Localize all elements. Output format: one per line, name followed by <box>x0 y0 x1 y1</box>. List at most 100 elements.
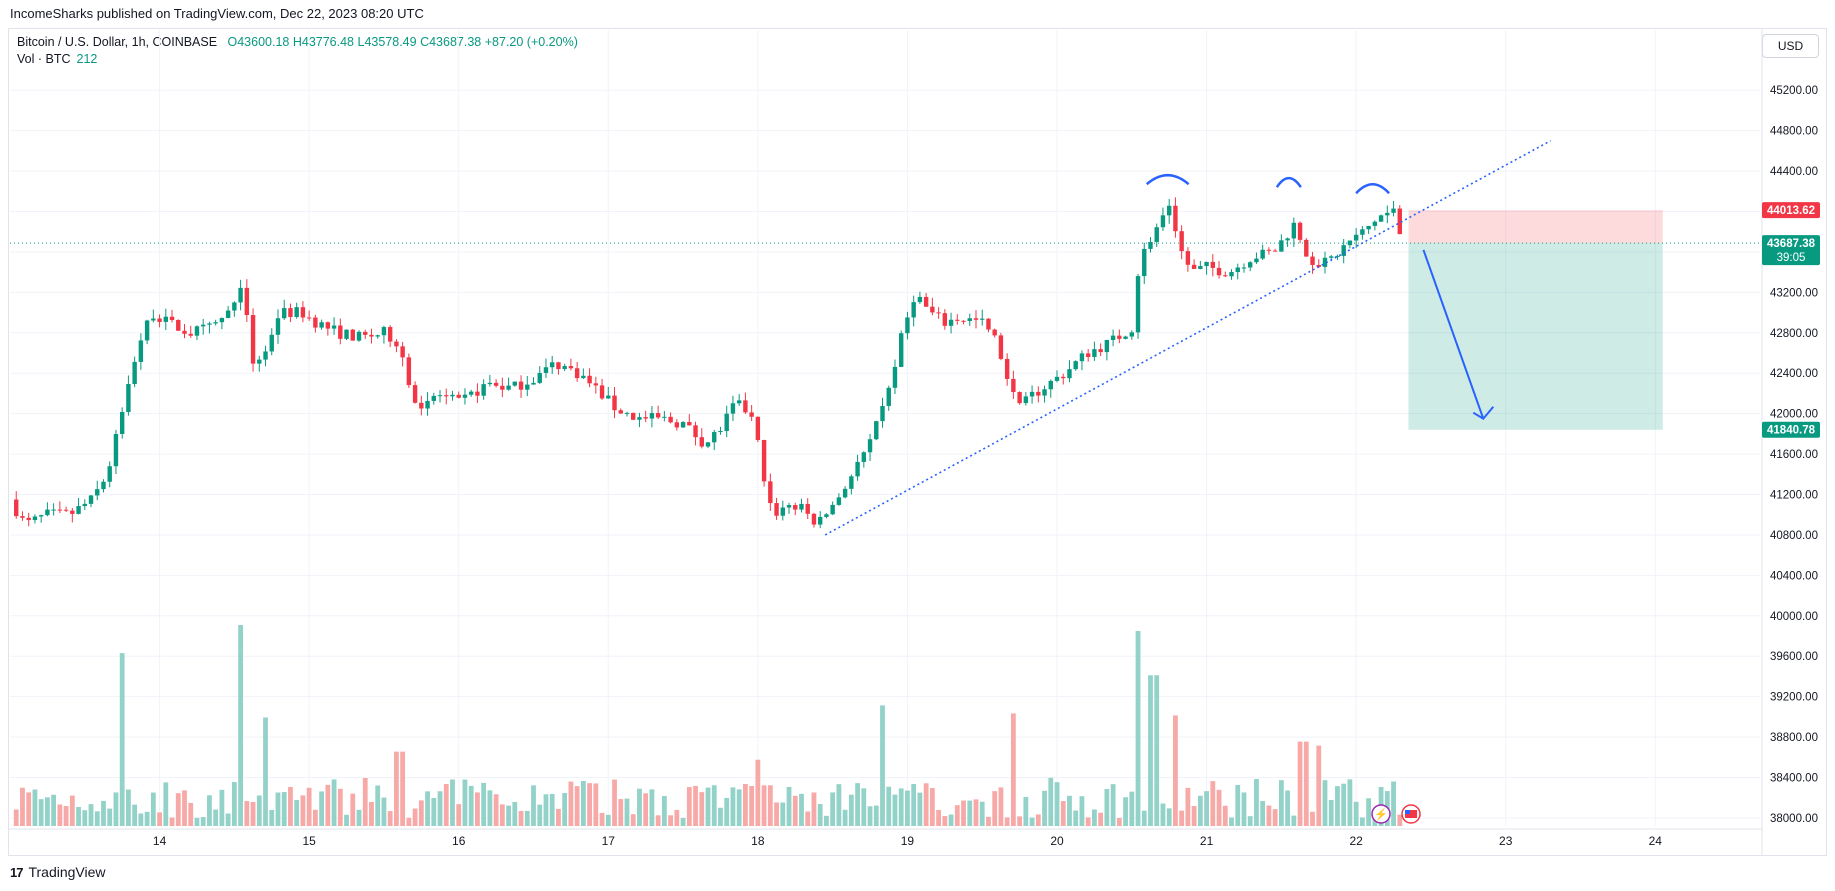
candle-body <box>101 481 106 490</box>
volume-bar <box>294 800 300 826</box>
candle-body <box>288 308 293 317</box>
volume-bar <box>157 812 162 826</box>
chart-frame <box>8 28 1827 856</box>
volume-bar <box>300 795 306 826</box>
y-tick-label: 40000.00 <box>1770 611 1818 623</box>
volume-bar <box>1160 803 1166 826</box>
lightning-glyph-icon: ⚡ <box>1374 808 1388 821</box>
volume-bar <box>954 805 960 826</box>
candle-body <box>655 413 661 418</box>
candle-body <box>1154 227 1159 242</box>
candle-body <box>942 313 948 326</box>
volume-bar <box>911 783 917 826</box>
candle-body <box>1117 335 1122 339</box>
volume-bar <box>468 785 474 826</box>
y-tick-label: 42400.00 <box>1770 368 1818 380</box>
volume-bar <box>1316 745 1322 826</box>
volume-bar <box>1285 790 1290 826</box>
volume-bar <box>256 795 262 826</box>
volume-bar <box>1154 675 1160 826</box>
candle-body <box>917 296 923 303</box>
candle-body <box>363 331 368 335</box>
candle-body <box>213 322 218 324</box>
volume-bar <box>1042 790 1047 826</box>
volume-bar <box>213 809 219 826</box>
volume-legend[interactable]: Vol · BTC 212 <box>17 52 97 66</box>
candle-body <box>244 287 250 316</box>
take-profit-zone <box>1408 243 1663 430</box>
candle-body <box>32 516 38 521</box>
candle-body <box>257 359 262 364</box>
candle-body <box>1279 240 1284 252</box>
candle-body <box>1160 215 1166 228</box>
volume-bar <box>848 794 854 826</box>
price-label-text: 41840.78 <box>1767 425 1816 437</box>
volume-bar <box>998 787 1004 826</box>
candle-body <box>842 488 848 498</box>
candle-body <box>699 437 704 447</box>
candle-body <box>1129 332 1134 337</box>
currency-button[interactable]: USD <box>1762 34 1819 58</box>
candle-body <box>649 413 655 419</box>
candle-body <box>76 506 81 514</box>
symbol-legend[interactable]: Bitcoin / U.S. Dollar, 1h, COINBASE O436… <box>17 35 578 49</box>
candle-body <box>200 324 206 327</box>
volume-bar <box>643 793 649 826</box>
candle-body <box>1391 208 1396 213</box>
volume-bar <box>524 810 530 826</box>
candle-body <box>687 422 692 426</box>
volume-bar <box>1017 816 1023 826</box>
change-value: +87.20 (+0.20%) <box>484 35 578 49</box>
volume-bar <box>1310 811 1315 826</box>
volume-bar <box>1048 777 1054 826</box>
volume-bar <box>356 809 362 826</box>
pattern-arc <box>1275 176 1302 188</box>
volume-bar <box>69 795 75 826</box>
volume-bar <box>630 814 636 826</box>
volume-bar <box>861 788 867 826</box>
candle-body <box>369 334 374 337</box>
candle-body <box>1185 251 1191 265</box>
candle-body <box>961 320 966 322</box>
candle-body <box>1092 349 1097 357</box>
volume-bar <box>101 800 106 826</box>
x-tick-label: 24 <box>1649 834 1663 848</box>
candle-body <box>631 412 636 420</box>
candle-body <box>1173 205 1178 232</box>
candle-body <box>1079 353 1085 362</box>
volume-bar <box>269 809 275 826</box>
volume-bar <box>119 653 125 826</box>
candle-body <box>624 412 630 414</box>
volume-bar <box>82 810 88 826</box>
candle-body <box>612 395 617 411</box>
volume-bar <box>132 804 138 826</box>
tradingview-logo[interactable]: 17 TradingView <box>10 864 106 880</box>
volume-bar <box>1135 631 1141 826</box>
candle-body <box>518 381 524 390</box>
low-value: L43578.49 <box>357 35 417 49</box>
candle-body <box>282 308 287 319</box>
symbol-name[interactable]: Bitcoin / U.S. Dollar, 1h, COINBASE <box>17 35 218 49</box>
volume-bar <box>936 809 941 826</box>
candle-body <box>543 367 549 373</box>
volume-bar <box>319 791 325 826</box>
candle-body <box>662 416 667 418</box>
y-tick-label: 40800.00 <box>1770 530 1818 542</box>
volume-bar <box>543 794 549 826</box>
volume-bar <box>942 816 948 826</box>
candle-body <box>705 442 711 447</box>
candle-body <box>867 439 873 453</box>
volume-bar <box>150 792 156 826</box>
candle-body <box>113 433 119 467</box>
volume-bar <box>331 779 337 826</box>
volume-bar <box>450 779 455 826</box>
volume-bar <box>512 801 518 826</box>
volume-bar <box>200 817 206 826</box>
candle-body <box>874 421 879 440</box>
volume-bar <box>107 808 113 826</box>
candle-body <box>718 431 723 433</box>
candle-body <box>1248 262 1253 268</box>
candle-body <box>861 452 867 462</box>
candle-body <box>350 329 355 341</box>
